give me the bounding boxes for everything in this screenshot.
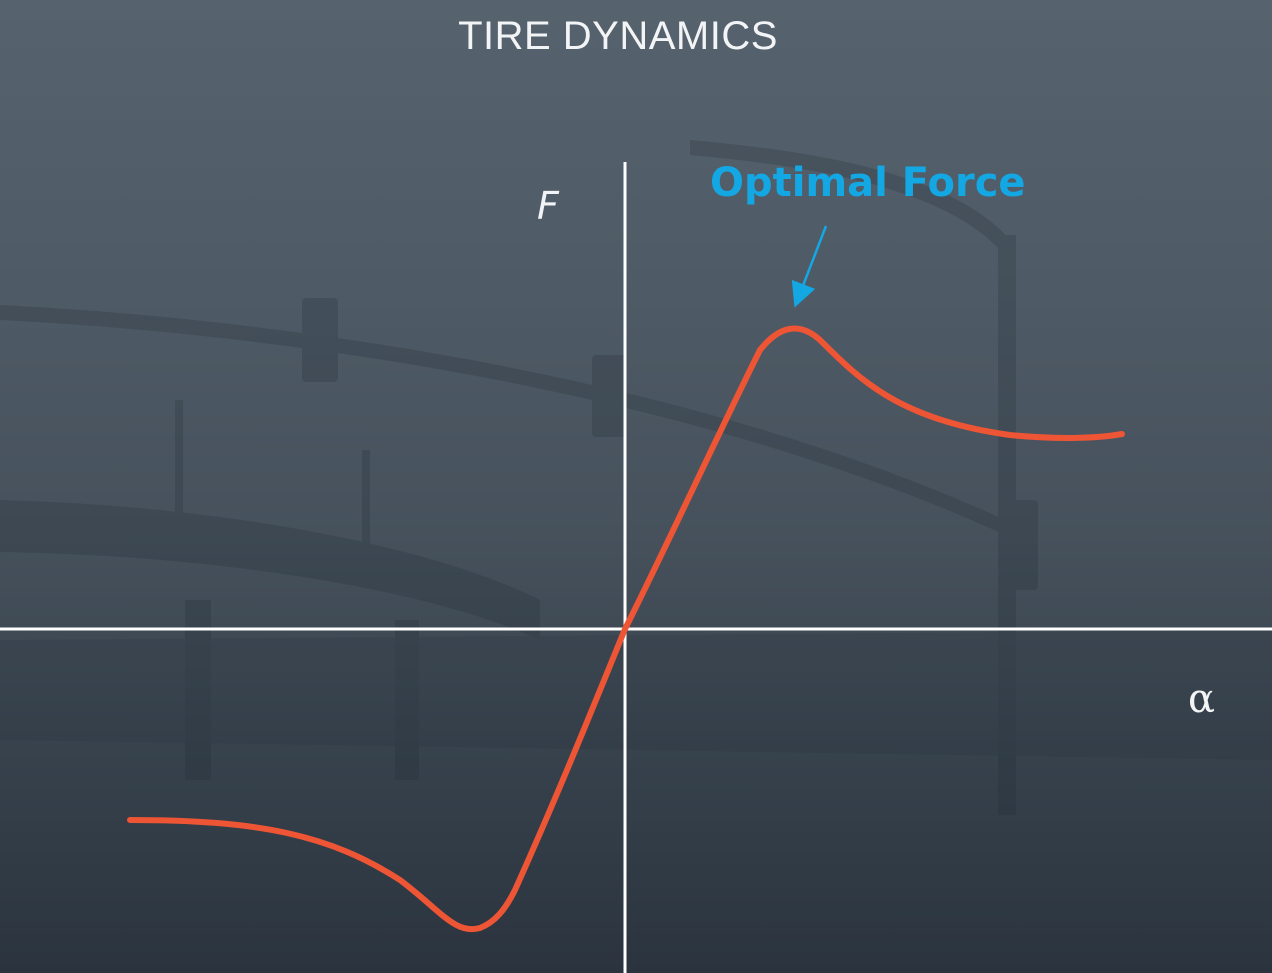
force-curve — [127, 325, 1125, 933]
annotation-arrow — [791, 225, 828, 308]
y-axis-label: F — [537, 184, 559, 228]
slide-title: TIRE DYNAMICS — [458, 14, 778, 58]
x-axis-label: α — [1188, 676, 1216, 722]
optimal-force-label: Optimal Force — [710, 160, 1026, 206]
